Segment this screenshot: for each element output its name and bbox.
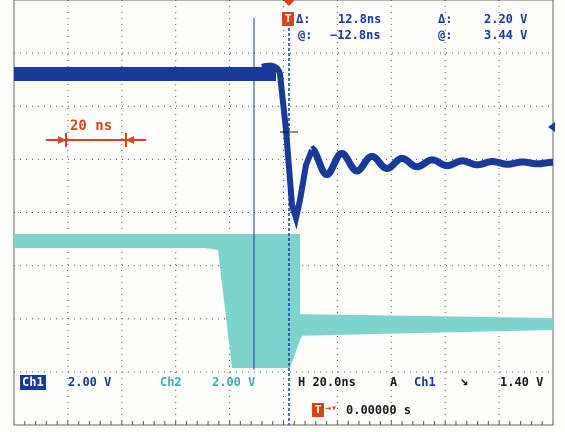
ch1-level-marker[interactable] [548, 122, 555, 132]
acquisition-mode: A [390, 375, 398, 389]
ch1-ringing [310, 145, 553, 179]
time-delta-value: 12.8ns [338, 12, 382, 26]
ch2-scale: 2.00 V [212, 375, 256, 389]
ch1-high-level-band [14, 67, 276, 81]
volt-delta-value: 2.20 V [484, 12, 528, 26]
volt-at-value: 3.44 V [484, 28, 528, 42]
ch2-waveform [14, 234, 553, 368]
trigger-marker-icon: T [282, 12, 294, 26]
ch2-high-level-band [14, 234, 219, 248]
trigger-slope-icon: ↘ [460, 373, 469, 389]
trigger-source: Ch1 [414, 375, 436, 389]
trigger-position-icon: T [312, 403, 324, 417]
ch2-low-level-band [290, 314, 553, 336]
time-at-value: −12.8ns [330, 28, 381, 42]
volt-delta-symbol: Δ: [438, 12, 453, 26]
horizontal-scale: H 20.0ns [298, 375, 356, 389]
trigger-position-arrow[interactable] [283, 0, 295, 6]
ch2-label[interactable]: Ch2 [160, 375, 182, 389]
ch1-falling-edge [261, 62, 315, 230]
scale-marker [46, 133, 146, 147]
time-delta-symbol: Δ: [296, 12, 311, 26]
ch2-persistence-envelope [205, 234, 305, 368]
ch1-scale: 2.00 V [68, 375, 112, 389]
scale-marker-label: 20 ns [70, 118, 113, 134]
trigger-position-value: 0.00000 s [346, 403, 412, 417]
volt-at-symbol: @: [438, 28, 453, 42]
trigger-position-arrow-icon: →▾ [325, 403, 338, 414]
ch1-badge[interactable]: Ch1 [20, 375, 46, 390]
trigger-level: 1.40 V [500, 375, 544, 389]
ch1-waveform [14, 62, 553, 230]
time-at-symbol: @: [298, 28, 313, 42]
